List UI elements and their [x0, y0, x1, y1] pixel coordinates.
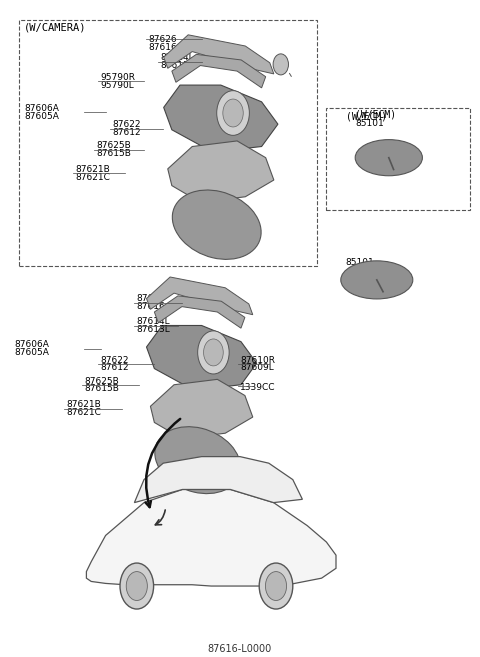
- Text: 87613L: 87613L: [137, 325, 170, 334]
- Text: 87626: 87626: [149, 35, 178, 44]
- Text: 87621C: 87621C: [76, 173, 111, 182]
- Polygon shape: [146, 277, 253, 315]
- Text: 95790L: 95790L: [101, 81, 134, 90]
- Text: 87612: 87612: [113, 128, 142, 137]
- Circle shape: [126, 572, 147, 600]
- Text: 87615B: 87615B: [84, 384, 119, 394]
- Circle shape: [217, 91, 250, 135]
- Polygon shape: [172, 55, 266, 88]
- Polygon shape: [164, 85, 278, 152]
- Ellipse shape: [355, 140, 422, 176]
- Text: 87605A: 87605A: [14, 348, 49, 357]
- Text: 85101: 85101: [355, 119, 384, 128]
- Text: 87621B: 87621B: [66, 400, 101, 409]
- Text: (W/CAMERA): (W/CAMERA): [24, 23, 86, 33]
- Text: 87609L: 87609L: [240, 363, 274, 373]
- Text: (W/ECM): (W/ECM): [346, 112, 387, 122]
- Text: 95790R: 95790R: [101, 73, 136, 82]
- Text: 87613L: 87613L: [161, 61, 194, 70]
- Text: 87616-L0000: 87616-L0000: [208, 644, 272, 654]
- Circle shape: [198, 331, 229, 374]
- Text: 87615B: 87615B: [96, 149, 131, 158]
- Circle shape: [120, 563, 154, 609]
- Polygon shape: [134, 457, 302, 503]
- Text: 87621C: 87621C: [66, 408, 101, 417]
- Text: 87622: 87622: [113, 120, 141, 129]
- Text: (W/ECM): (W/ECM): [355, 109, 396, 120]
- Text: 87606A: 87606A: [24, 104, 59, 113]
- Circle shape: [273, 54, 288, 75]
- Text: 87625B: 87625B: [96, 141, 131, 150]
- Text: 87606A: 87606A: [14, 340, 49, 350]
- Text: 87625B: 87625B: [84, 376, 119, 386]
- Text: 85101: 85101: [346, 258, 374, 267]
- Circle shape: [259, 563, 293, 609]
- Text: 87610R: 87610R: [240, 355, 275, 365]
- Polygon shape: [150, 379, 253, 439]
- Text: 1339CC: 1339CC: [240, 383, 276, 392]
- Text: 87622: 87622: [101, 355, 129, 365]
- Polygon shape: [164, 35, 274, 74]
- Polygon shape: [168, 141, 274, 202]
- Polygon shape: [86, 489, 336, 586]
- Circle shape: [265, 572, 287, 600]
- Text: 87621B: 87621B: [76, 165, 110, 174]
- Circle shape: [204, 339, 223, 366]
- Text: 87614L: 87614L: [161, 53, 194, 62]
- Text: 87616: 87616: [137, 302, 166, 311]
- Text: 87626: 87626: [137, 294, 166, 304]
- Text: 87614L: 87614L: [137, 317, 170, 327]
- Ellipse shape: [155, 426, 240, 493]
- Ellipse shape: [172, 190, 261, 260]
- Text: 87612: 87612: [101, 363, 130, 373]
- Polygon shape: [155, 296, 245, 328]
- Polygon shape: [146, 325, 257, 390]
- Text: 87616: 87616: [149, 43, 178, 52]
- Text: 87605A: 87605A: [24, 112, 59, 121]
- Circle shape: [223, 99, 243, 127]
- Ellipse shape: [341, 261, 413, 299]
